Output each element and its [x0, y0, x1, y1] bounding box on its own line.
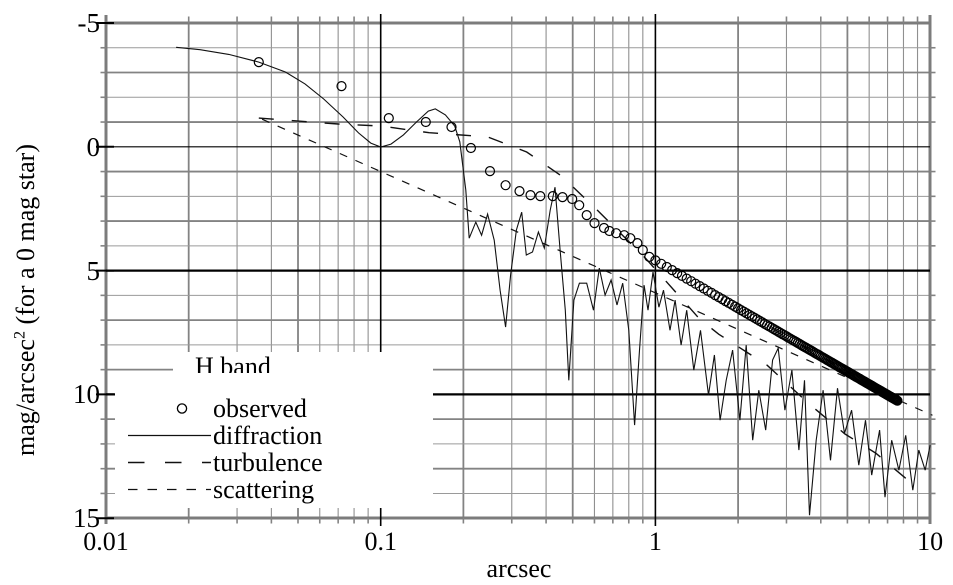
legend-item-scattering: scattering [115, 476, 433, 503]
legend: observed diffraction turbulence scatteri… [115, 373, 433, 508]
y-axis-title-superscript: 2 [11, 330, 29, 340]
observed-point [656, 258, 667, 269]
observed-point [557, 192, 568, 203]
observed-series [253, 56, 903, 406]
observed-point [661, 261, 672, 273]
scattering-curve [261, 118, 933, 416]
y-axis-title-base: mag/arcsec [11, 339, 40, 456]
observed-point [336, 80, 347, 92]
y-tick-label: 5 [86, 255, 101, 286]
observed-point [547, 191, 558, 202]
observed-point [735, 305, 747, 316]
x-tick-label: 1 [648, 527, 662, 556]
x-axis-title: arcsec [486, 554, 552, 583]
observed-point [611, 228, 622, 239]
legend-item-turbulence: turbulence [115, 449, 433, 476]
observed-point [732, 303, 744, 314]
observed-point [604, 225, 615, 237]
turbulence-marker-icon [128, 461, 211, 463]
y-axis-title: mag/arcsec2 (for a 0 mag star) [11, 144, 41, 456]
observed-point [752, 314, 763, 325]
observed-point [446, 121, 457, 133]
observed-point [253, 56, 264, 68]
observed-point [744, 309, 755, 321]
legend-label-diffraction: diffraction [213, 421, 323, 450]
observed-point [514, 186, 525, 197]
observed-marker-icon [176, 403, 188, 414]
x-tick-label: 0.01 [83, 527, 129, 556]
observed-point [650, 255, 661, 266]
y-tick-label: 0 [86, 131, 101, 162]
observed-point [598, 222, 610, 234]
observed-point [420, 116, 431, 128]
observed-point [465, 142, 476, 154]
y-tick-label: 15 [73, 503, 100, 534]
legend-item-diffraction: diffraction [115, 422, 433, 449]
observed-point [738, 306, 750, 317]
observed-point [525, 190, 536, 201]
observed-point [619, 230, 630, 241]
y-tick-label: -5 [77, 8, 101, 38]
observed-point [644, 251, 655, 262]
observed-point [746, 311, 758, 322]
observed-point [567, 193, 578, 205]
observed-point [749, 312, 760, 324]
observed-point [726, 299, 738, 310]
observed-point [637, 244, 648, 256]
observed-point [741, 308, 752, 319]
legend-label-scattering: scattering [213, 474, 315, 504]
observed-point [632, 238, 643, 249]
x-tick-label: 10 [917, 527, 944, 556]
diffraction-curve [176, 46, 931, 516]
observed-point [581, 210, 592, 221]
observed-point [535, 191, 546, 202]
legend-label-turbulence: turbulence [213, 447, 323, 477]
legend-label-observed: observed [213, 394, 307, 423]
y-tick-label: 10 [73, 379, 100, 410]
y-axis-title-rest: (for a 0 mag star) [11, 144, 40, 331]
observed-point [589, 218, 600, 229]
observed-point [383, 112, 394, 124]
observed-point [892, 395, 903, 406]
observed-point [729, 301, 741, 312]
observed-point [574, 200, 585, 211]
x-tick-label: 0.1 [364, 527, 397, 556]
legend-item-observed: observed [115, 395, 433, 422]
observed-point [484, 166, 496, 177]
scattering-marker-icon [128, 488, 211, 490]
observed-point [500, 180, 511, 191]
observed-point [666, 265, 678, 276]
diffraction-marker-icon [128, 434, 211, 437]
observed-point [625, 233, 636, 244]
